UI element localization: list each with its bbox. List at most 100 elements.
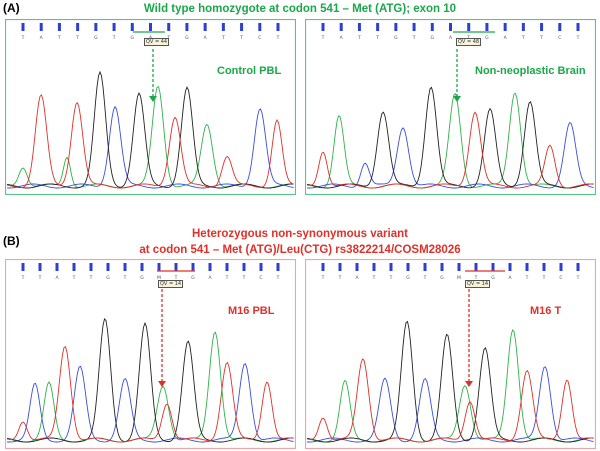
quality-value-badge: QV = 48 [456, 38, 482, 46]
quality-bar [38, 263, 42, 271]
quality-bar [55, 263, 59, 271]
quality-bar [457, 263, 461, 271]
section-a-heading: Wild type homozygote at codon 541 – Met … [143, 3, 457, 15]
quality-bar [21, 23, 25, 31]
quality-bar [474, 263, 478, 271]
base-call-letter: A [449, 35, 453, 41]
quality-bar [491, 263, 495, 271]
trace-T [6, 94, 294, 189]
quality-bar [242, 263, 246, 271]
base-call-letter: T [338, 275, 342, 281]
trace-T [306, 111, 594, 189]
quality-bar [467, 23, 471, 31]
quality-bar [123, 263, 127, 271]
base-call-letter: G [131, 35, 135, 41]
base-call-letter: T [321, 35, 325, 41]
quality-bar [112, 23, 116, 31]
quality-bar [72, 263, 76, 271]
quality-bar [521, 23, 525, 31]
trace-C [6, 363, 294, 443]
quality-bar [440, 263, 444, 271]
quality-bar [167, 23, 171, 31]
base-call-letter: G [106, 275, 110, 281]
base-call-letter: T [225, 275, 229, 281]
chromatogram-panel-control-pbl: TATTGTGATGATTCT [5, 19, 296, 195]
base-call-letter: A [508, 275, 512, 281]
base-call-letter: G [140, 275, 144, 281]
base-call-letter: T [75, 35, 79, 41]
quality-bar [576, 23, 580, 31]
quality-bar [430, 23, 434, 31]
base-call-letter: G [185, 35, 189, 41]
quality-bar [157, 263, 161, 271]
quality-bar [576, 263, 580, 271]
quality-bar [185, 23, 189, 31]
quality-bar [203, 23, 207, 31]
base-call-letter: G [394, 35, 398, 41]
quality-bar [525, 263, 529, 271]
quality-bar [376, 23, 380, 31]
quality-bar [276, 23, 280, 31]
trace-C [306, 122, 594, 189]
quality-bar [174, 263, 178, 271]
trace-C [306, 366, 594, 443]
base-call-letter: G [440, 275, 444, 281]
quality-bar [508, 263, 512, 271]
quality-bar [540, 23, 544, 31]
base-call-letter: T [276, 275, 280, 281]
base-call-letter: T [21, 35, 25, 41]
trace-G [6, 317, 294, 443]
trace-G [306, 86, 594, 189]
base-call-letter: T [321, 275, 325, 281]
panel-label-non-neoplastic-brain: Non-neoplastic Brain [475, 65, 586, 77]
base-call-letter: T [112, 35, 116, 41]
quality-bar [57, 23, 61, 31]
base-call-letter: C [259, 275, 262, 281]
base-call-letter: G [191, 275, 195, 281]
quality-bar [258, 23, 262, 31]
base-call-letter: G [94, 35, 98, 41]
base-call-letter: T [539, 35, 543, 41]
base-call-letter: T [542, 275, 546, 281]
quality-bar [140, 263, 144, 271]
base-call-letter: T [72, 275, 76, 281]
panel-label-control-pbl: Control PBL [217, 65, 282, 77]
base-call-letter: A [204, 35, 208, 41]
panel-label-m16-t: M16 T [530, 305, 562, 317]
base-call-letter: T [57, 35, 61, 41]
quality-value-badge: QV = 44 [144, 38, 170, 46]
base-call-letter: G [431, 35, 435, 41]
base-call-letter: C [258, 35, 261, 41]
quality-bar [94, 23, 98, 31]
quality-bar [106, 263, 110, 271]
quality-bar [449, 23, 452, 31]
section-b-heading-line2: at codon 541 – Met (ATG)/Leu(CTG) rs3822… [139, 244, 461, 256]
quality-bar [21, 263, 25, 271]
base-call-letter: T [521, 35, 525, 41]
base-call-letter: T [474, 275, 478, 281]
quality-bar [221, 23, 225, 31]
base-call-letter: A [340, 35, 344, 41]
base-call-letter: M [457, 275, 461, 281]
quality-bar [89, 263, 93, 271]
base-call-letter: T [412, 35, 416, 41]
quality-bar [339, 23, 343, 31]
base-call-letter: T [239, 35, 243, 41]
quality-bar [559, 263, 563, 271]
quality-bar [225, 263, 229, 271]
quality-bar [423, 263, 427, 271]
quality-bar [39, 23, 43, 31]
trace-T [6, 346, 294, 443]
base-call-letter: T [276, 35, 280, 41]
chromatogram-a2: TATTGTGATGATTCT [305, 19, 596, 195]
section-a-label: (A) [3, 1, 20, 15]
base-call-letter: T [123, 275, 127, 281]
quality-bar [76, 23, 80, 31]
base-call-letter: A [55, 275, 59, 281]
base-call-letter: A [504, 35, 508, 41]
quality-value-badge: QV = 14 [158, 280, 184, 288]
base-call-letter: T [174, 275, 178, 281]
